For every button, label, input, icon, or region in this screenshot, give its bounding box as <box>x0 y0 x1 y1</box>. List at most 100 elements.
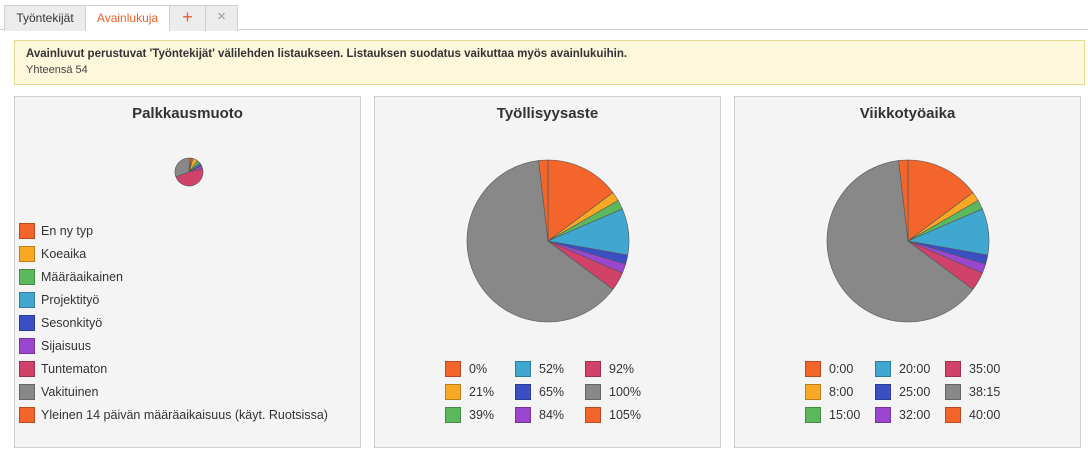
legend-swatch <box>585 384 601 400</box>
legend-item[interactable]: 35:00 <box>945 361 1015 377</box>
pie-slice[interactable] <box>907 159 974 242</box>
legend-item[interactable]: 38:15 <box>945 384 1015 400</box>
legend-swatch <box>515 361 531 377</box>
pie-slice[interactable] <box>898 159 909 242</box>
legend-item[interactable]: 84% <box>515 407 585 423</box>
pie-slice[interactable] <box>466 160 614 323</box>
legend-item[interactable]: En ny typ <box>19 223 328 246</box>
legend-swatch <box>875 384 891 400</box>
legend-swatch <box>945 361 961 377</box>
legend-swatch <box>445 407 461 423</box>
legend-label: 40:00 <box>969 408 1001 422</box>
legend-item[interactable]: Määräaikainen <box>19 269 328 292</box>
legend-item[interactable]: 105% <box>585 407 655 423</box>
pie-slice[interactable] <box>188 157 192 173</box>
legend-item[interactable]: 0:00 <box>805 361 875 377</box>
tab-key-figures[interactable]: Avainlukuja <box>85 5 170 31</box>
legend-swatch <box>945 384 961 400</box>
pie-slice[interactable] <box>547 159 614 242</box>
legend-label: 21% <box>469 385 495 399</box>
legend-label: Sesonkityö <box>41 316 103 330</box>
legend-label: 25:00 <box>899 385 931 399</box>
legend-label: 100% <box>609 385 641 399</box>
pie-chart-employment-type <box>174 157 204 187</box>
legend-swatch <box>19 384 35 400</box>
legend-label: 20:00 <box>899 362 931 376</box>
legend-label: 0:00 <box>829 362 854 376</box>
legend-swatch <box>875 361 891 377</box>
legend-item[interactable]: Yleinen 14 päivän määräaikaisuus (käyt. … <box>19 407 328 430</box>
legend-swatch <box>19 223 35 239</box>
chart-title: Työllisyysaste <box>496 105 599 122</box>
legend-label: 32:00 <box>899 408 931 422</box>
tab-employees[interactable]: Työntekijät <box>4 5 86 31</box>
chart-title: Palkkausmuoto <box>132 105 243 122</box>
legend-swatch <box>515 384 531 400</box>
legend-swatch <box>585 361 601 377</box>
pie-slice[interactable] <box>174 157 191 178</box>
legend-label: Määräaikainen <box>41 270 123 284</box>
chart-panel-employment-type: Palkkausmuoto En ny typ Koeaika Määräaikai… <box>14 96 361 448</box>
info-notice: Avainluvut perustuvat 'Työntekijät' väli… <box>14 40 1085 85</box>
plus-icon: + <box>182 7 193 27</box>
legend-swatch <box>445 361 461 377</box>
legend-item[interactable]: 0% <box>445 361 515 377</box>
legend-swatch <box>875 407 891 423</box>
legend-swatch <box>585 407 601 423</box>
legend-item[interactable]: Tuntematon <box>19 361 328 384</box>
legend-item[interactable]: 8:00 <box>805 384 875 400</box>
legend-item[interactable]: 15:00 <box>805 407 875 423</box>
pie-slice[interactable] <box>175 168 204 187</box>
tab-bar: Työntekijät Avainlukuja + × <box>0 0 1088 31</box>
legend-item[interactable]: Projektityö <box>19 292 328 315</box>
legend-item[interactable]: 40:00 <box>945 407 1015 423</box>
legend-item[interactable]: 100% <box>585 384 655 400</box>
close-tab-button[interactable]: × <box>205 5 238 31</box>
legend-item[interactable]: 92% <box>585 361 655 377</box>
legend-label: 0% <box>469 362 488 376</box>
legend-label: Tuntematon <box>41 362 108 376</box>
legend-swatch <box>19 292 35 308</box>
legend-item[interactable]: 32:00 <box>875 407 945 423</box>
legend-item[interactable]: 65% <box>515 384 585 400</box>
chart-title: Viikkotyöaika <box>859 105 956 122</box>
chart-legend: 0:00 20:00 35:00 8:00 25:00 38:15 15:00 32:00 40… <box>805 361 1025 423</box>
chart-legend: En ny typ Koeaika Määräaikainen Projektityö… <box>19 223 328 430</box>
pie-slice[interactable] <box>826 160 974 323</box>
legend-swatch <box>805 361 821 377</box>
legend-swatch <box>19 315 35 331</box>
legend-item[interactable]: Sesonkityö <box>19 315 328 338</box>
chart-legend: 0% 52% 92% 21% 65% 100% 39% 84% 105% <box>445 361 665 423</box>
legend-item[interactable]: Koeaika <box>19 246 328 269</box>
legend-label: 8:00 <box>829 385 854 399</box>
legend-label: 15:00 <box>829 408 861 422</box>
pie-chart-employment-rate <box>466 159 630 323</box>
legend-label: Vakituinen <box>41 385 99 399</box>
legend-item[interactable]: 39% <box>445 407 515 423</box>
legend-swatch <box>19 361 35 377</box>
legend-item[interactable]: 21% <box>445 384 515 400</box>
legend-swatch <box>19 338 35 354</box>
legend-label: 38:15 <box>969 385 1001 399</box>
legend-swatch <box>945 407 961 423</box>
legend-label: 105% <box>609 408 641 422</box>
legend-item[interactable]: Sijaisuus <box>19 338 328 361</box>
legend-item[interactable]: 25:00 <box>875 384 945 400</box>
add-tab-button[interactable]: + <box>169 5 206 31</box>
legend-swatch <box>19 269 35 285</box>
legend-swatch <box>805 384 821 400</box>
legend-swatch <box>515 407 531 423</box>
legend-label: 92% <box>609 362 635 376</box>
legend-label: Sijaisuus <box>41 339 92 353</box>
legend-label: 84% <box>539 408 565 422</box>
chart-panel-weekly-hours: Viikkotyöaika 0:00 20:00 35:00 8:00 25:00 38:… <box>734 96 1081 448</box>
legend-item[interactable]: Vakituinen <box>19 384 328 407</box>
legend-item[interactable]: 20:00 <box>875 361 945 377</box>
legend-item[interactable]: 52% <box>515 361 585 377</box>
pie-slice[interactable] <box>538 159 549 242</box>
legend-label: 35:00 <box>969 362 1001 376</box>
info-message: Avainluvut perustuvat 'Työntekijät' väli… <box>26 48 628 60</box>
legend-swatch <box>445 384 461 400</box>
legend-swatch <box>19 407 35 423</box>
legend-label: Projektityö <box>41 293 100 307</box>
